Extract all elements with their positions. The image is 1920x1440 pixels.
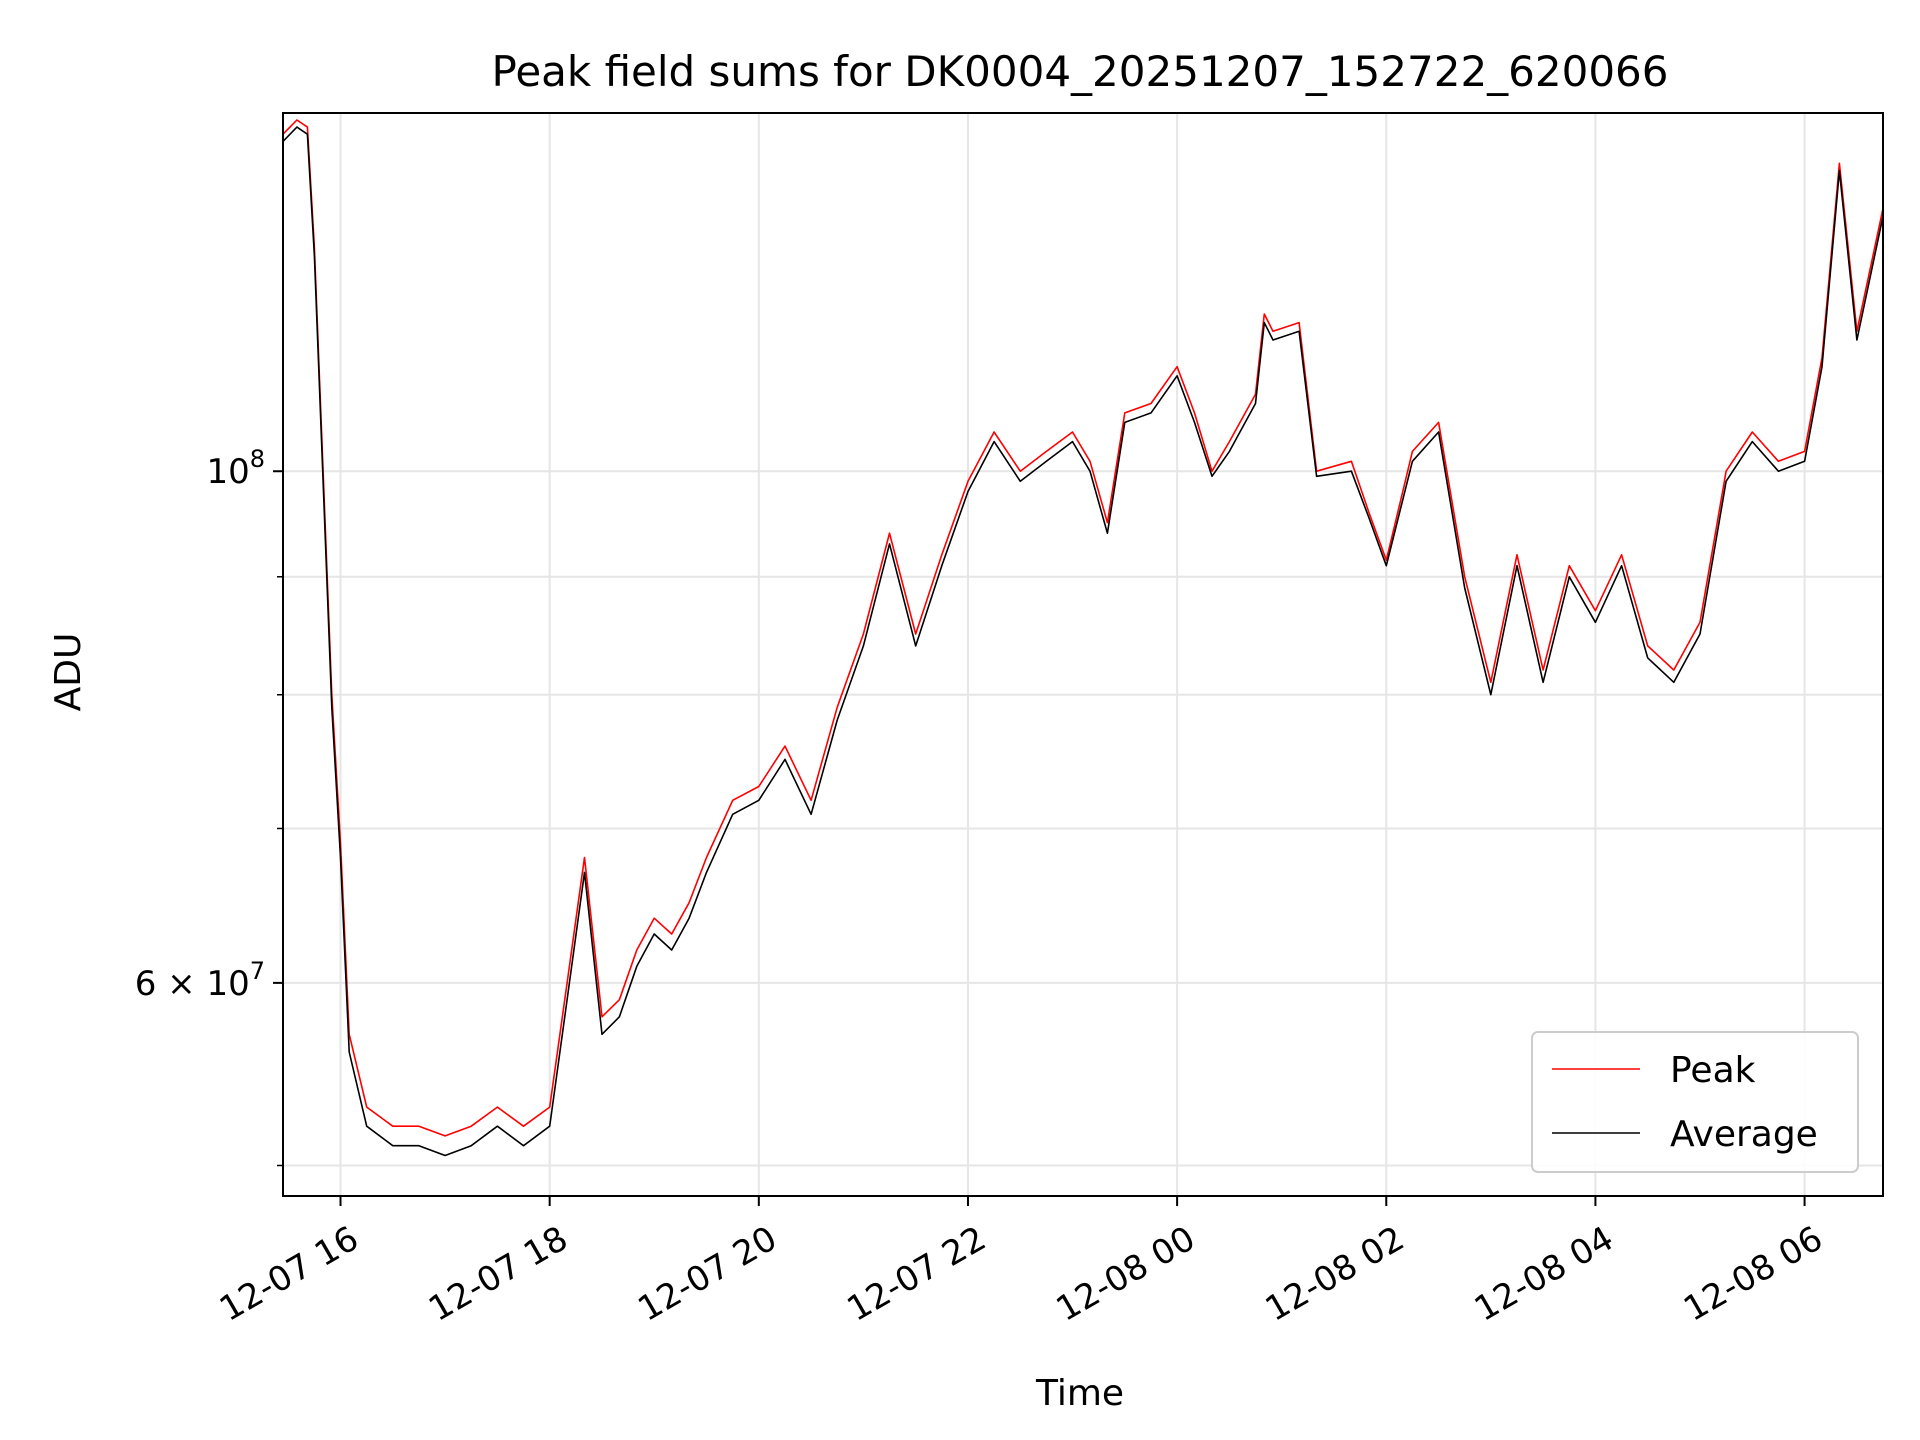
y-tick-label: 108 (206, 445, 265, 492)
series-layer (282, 119, 1884, 1157)
chart-title: Peak field sums for DK0004_20251207_1527… (491, 47, 1668, 96)
x-axis-label: Time (1035, 1373, 1124, 1414)
legend-label-peak: Peak (1670, 1050, 1756, 1091)
y-axis-label: ADU (48, 633, 89, 712)
legend-label-average: Average (1670, 1114, 1818, 1155)
y-tick-label: 6 × 107 (135, 957, 265, 1004)
series-line-average (282, 126, 1884, 1157)
legend-box (1531, 1031, 1859, 1173)
y-axis: 108 6 × 107 (135, 445, 283, 1167)
series-line-peak (282, 119, 1884, 1137)
plot-frame (282, 112, 1884, 1197)
legend: Peak Average (1531, 1031, 1859, 1173)
